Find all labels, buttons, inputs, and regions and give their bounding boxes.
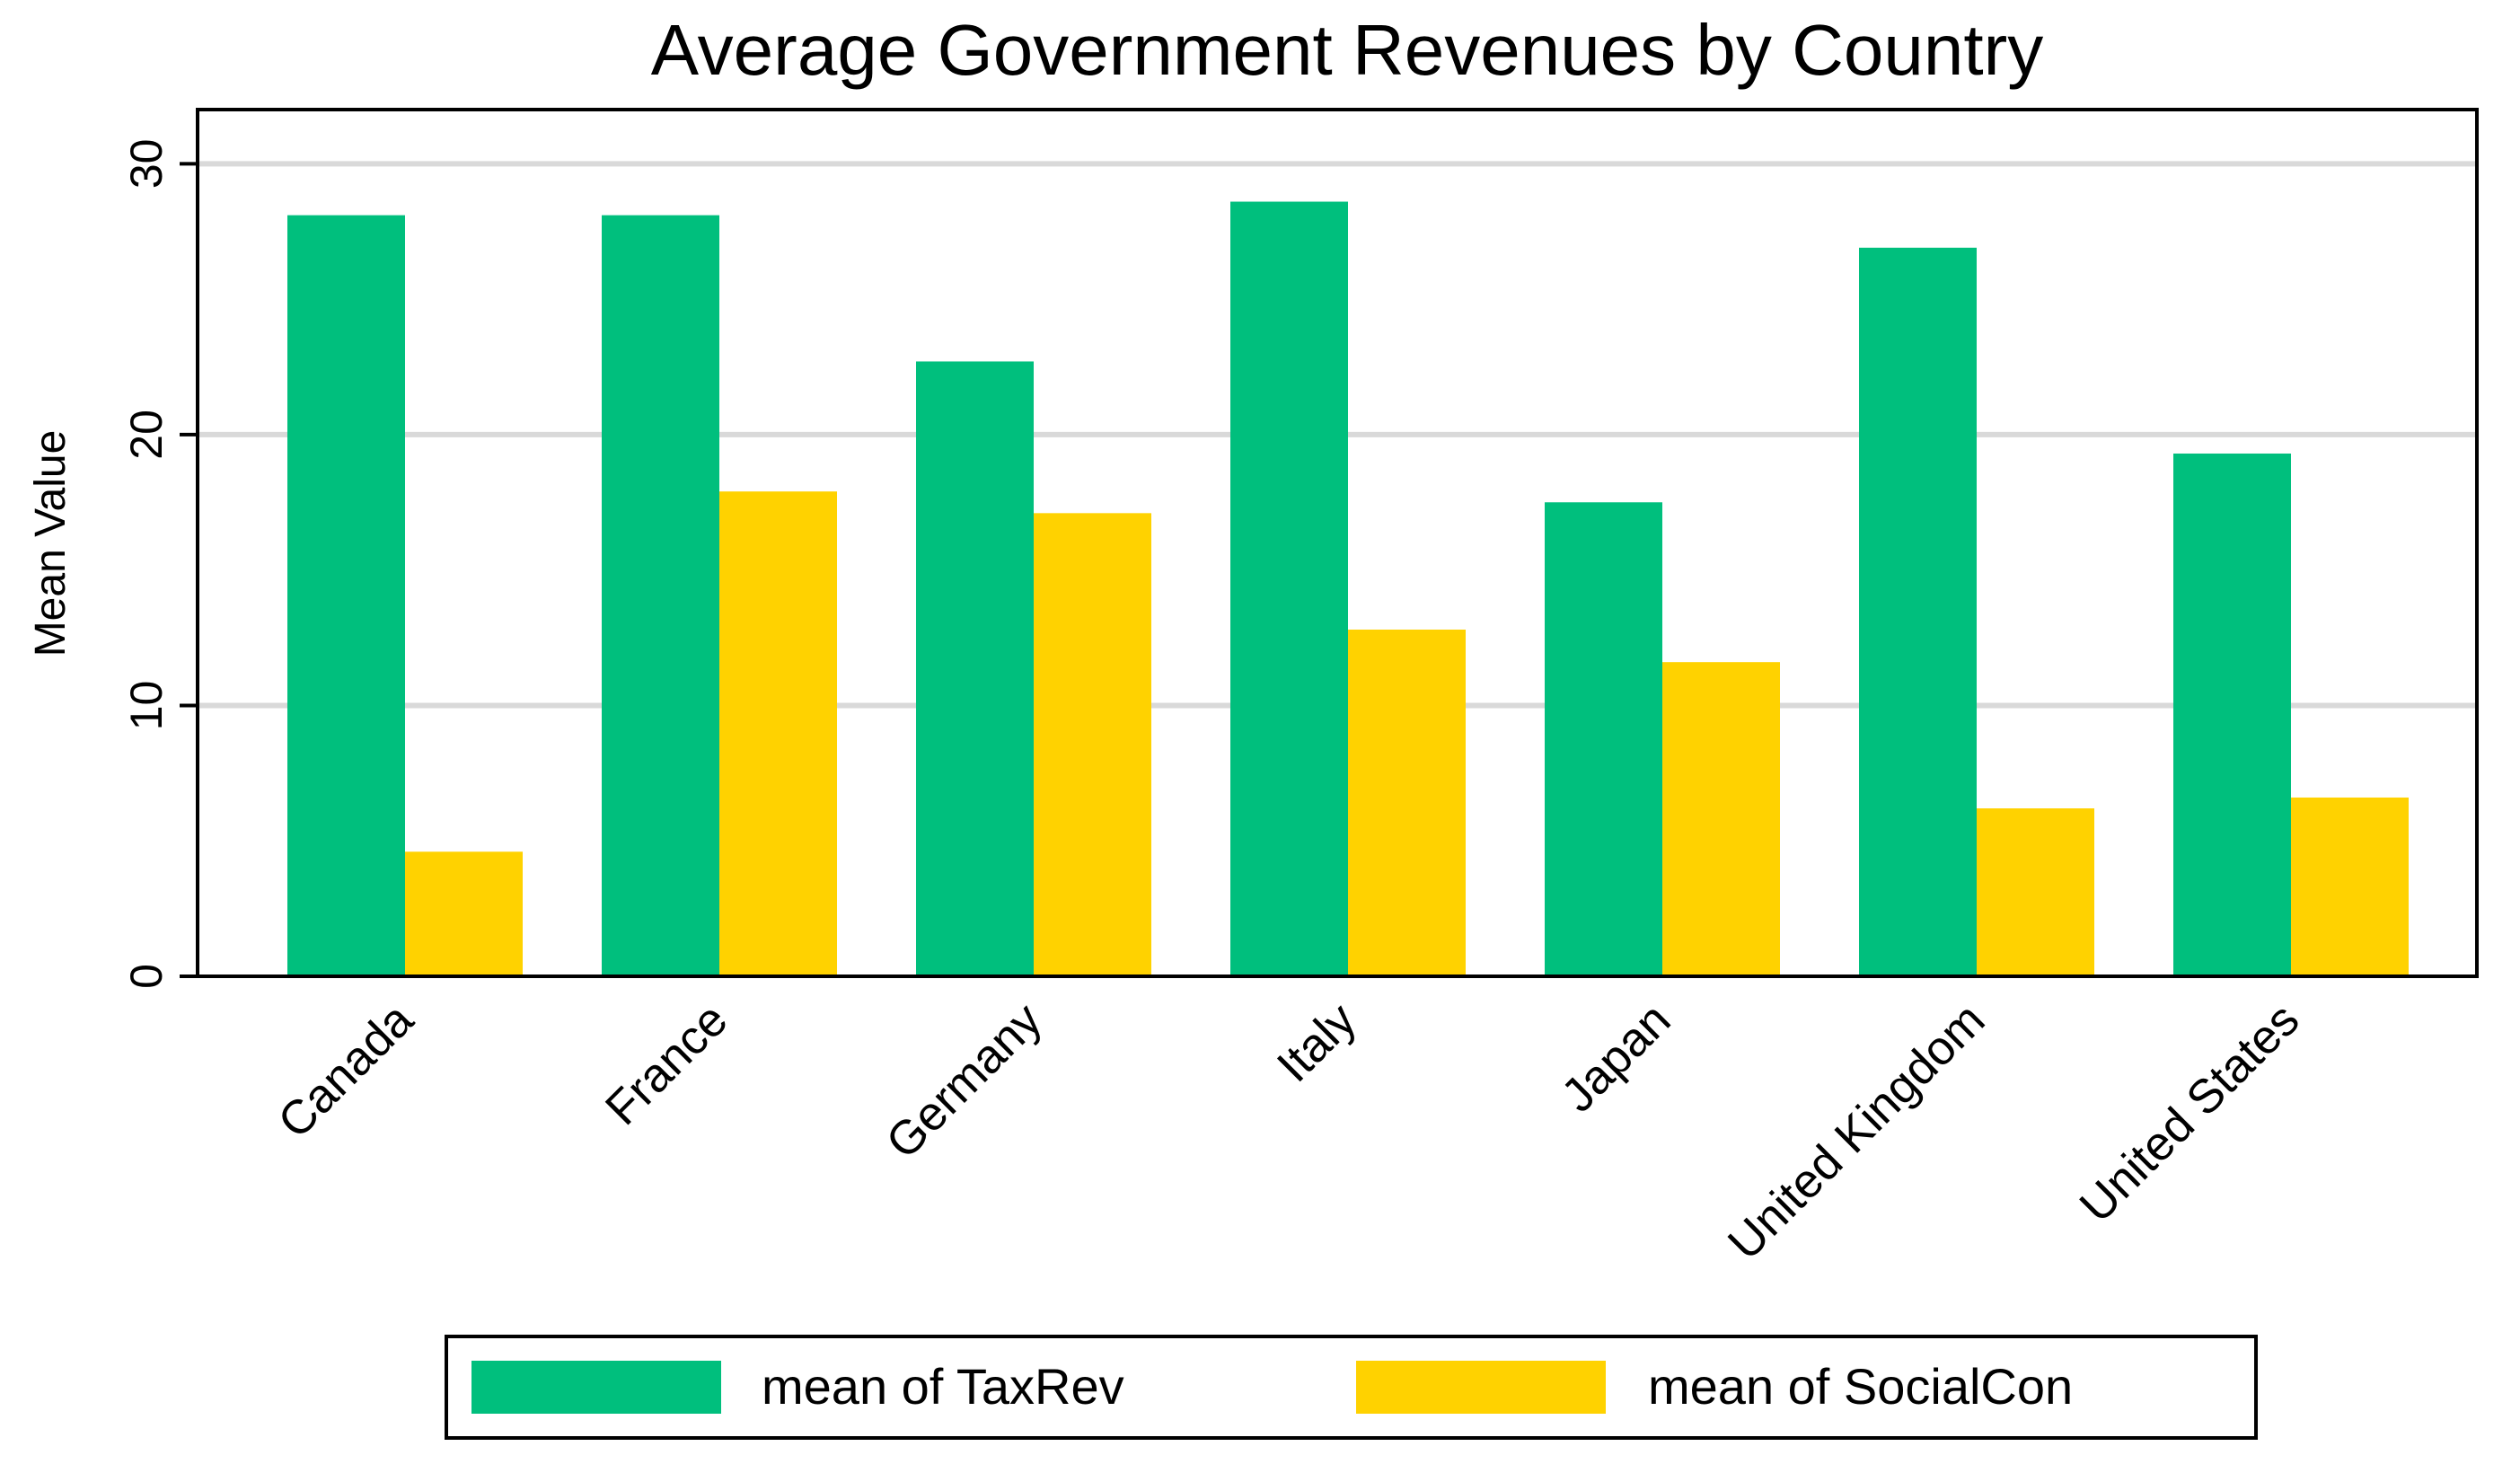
x-tick-label-germany: Germany bbox=[877, 992, 1053, 1169]
legend-label-socialcon: mean of SocialCon bbox=[1648, 1358, 2073, 1415]
x-tick-label-united-states: United States bbox=[2070, 993, 2310, 1233]
x-axis: Canada France Germany Italy Japan United King… bbox=[268, 992, 2309, 1270]
bar-japan-mean-of-taxrev bbox=[1545, 502, 1662, 976]
plot-frame bbox=[196, 108, 2479, 978]
x-tick-label-france: France bbox=[595, 993, 737, 1135]
bar-united-states-mean-of-taxrev bbox=[2173, 453, 2291, 976]
y-tick-label-30: 30 bbox=[121, 139, 172, 190]
y-axis: 0 10 20 30 bbox=[121, 139, 198, 989]
y-tick-label-0: 0 bbox=[121, 964, 172, 989]
bar-japan-mean-of-socialcon bbox=[1662, 662, 1780, 976]
bar-italy-mean-of-socialcon bbox=[1348, 630, 1466, 976]
chart-title: Average Government Revenues by Country bbox=[651, 10, 2043, 90]
bar-italy-mean-of-taxrev bbox=[1230, 201, 1348, 976]
y-tick-label-10: 10 bbox=[121, 681, 172, 731]
bars bbox=[287, 201, 2409, 976]
y-axis-label: Mean Value bbox=[27, 430, 75, 657]
x-tick-label-japan: Japan bbox=[1552, 993, 1681, 1123]
legend-swatch-socialcon bbox=[1356, 1361, 1606, 1414]
bar-france-mean-of-taxrev bbox=[602, 215, 719, 976]
legend-label-taxrev: mean of TaxRev bbox=[762, 1358, 1124, 1415]
y-tick-label-20: 20 bbox=[121, 410, 172, 460]
bar-united-kingdom-mean-of-taxrev bbox=[1859, 247, 1977, 976]
legend: mean of TaxRev mean of SocialCon bbox=[445, 1335, 2258, 1440]
bar-canada-mean-of-taxrev bbox=[287, 215, 405, 976]
x-tick-label-italy: Italy bbox=[1267, 992, 1367, 1092]
x-tick-label-canada: Canada bbox=[268, 992, 423, 1148]
x-tick-label-united-kingdom: United Kingdom bbox=[1718, 993, 1995, 1270]
bar-canada-mean-of-socialcon bbox=[405, 851, 523, 976]
bar-germany-mean-of-taxrev bbox=[916, 361, 1034, 976]
bar-united-kingdom-mean-of-socialcon bbox=[1977, 808, 2094, 976]
bar-france-mean-of-socialcon bbox=[719, 491, 837, 976]
bar-germany-mean-of-socialcon bbox=[1034, 513, 1151, 976]
legend-swatch-taxrev bbox=[471, 1361, 721, 1414]
legend-box bbox=[445, 1335, 2258, 1440]
bar-united-states-mean-of-socialcon bbox=[2291, 797, 2409, 976]
